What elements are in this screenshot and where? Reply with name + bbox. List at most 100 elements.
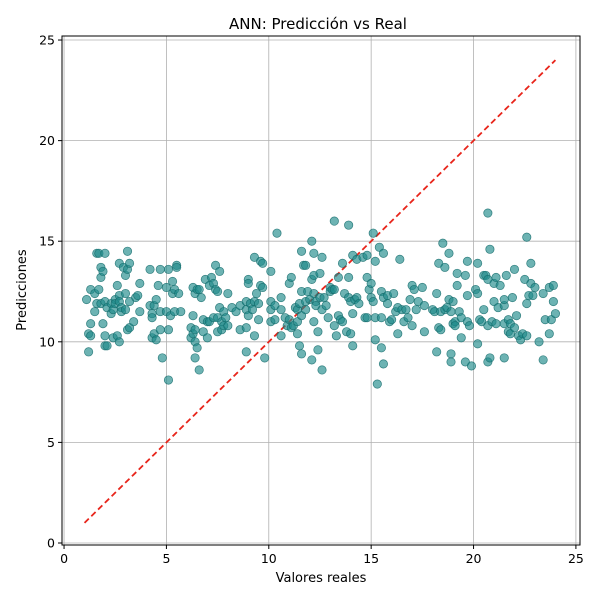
data-point <box>272 228 282 238</box>
data-point <box>344 220 354 230</box>
data-point <box>538 288 548 299</box>
data-point <box>452 268 462 278</box>
data-point <box>337 317 348 327</box>
data-point <box>294 341 305 351</box>
data-point <box>301 260 311 270</box>
data-point <box>192 343 202 353</box>
data-point <box>98 319 108 329</box>
x-tick-label: 5 <box>162 551 170 566</box>
data-point <box>157 353 167 363</box>
data-point <box>286 272 296 282</box>
data-point <box>387 315 397 325</box>
data-point <box>548 297 558 307</box>
data-point <box>254 315 264 325</box>
data-point <box>491 319 501 329</box>
data-point <box>317 252 327 262</box>
data-point <box>538 355 548 365</box>
data-point <box>241 323 251 333</box>
data-point <box>168 276 178 286</box>
data-point <box>409 284 419 295</box>
data-point <box>98 266 108 276</box>
axes-frame <box>61 35 581 546</box>
data-point <box>462 290 472 301</box>
data-point <box>135 278 145 289</box>
data-point <box>258 258 268 268</box>
data-point <box>450 321 460 331</box>
data-point <box>370 256 380 266</box>
data-point <box>313 327 323 337</box>
data-point <box>100 331 110 341</box>
data-point <box>301 305 311 315</box>
data-point <box>190 353 200 363</box>
data-point <box>145 264 155 274</box>
data-point <box>163 264 174 274</box>
data-point <box>534 337 544 347</box>
data-point <box>528 290 538 301</box>
y-tick-label: 15 <box>39 234 55 249</box>
data-point <box>307 355 317 365</box>
data-point <box>276 331 286 341</box>
data-point <box>337 258 348 268</box>
data-point <box>153 280 163 291</box>
data-point <box>194 365 204 375</box>
x-tick-label: 15 <box>363 551 379 566</box>
data-point <box>125 258 135 268</box>
data-point <box>473 258 483 268</box>
data-point <box>438 238 448 248</box>
data-point <box>479 305 489 315</box>
data-point <box>544 329 554 339</box>
data-point <box>90 307 100 317</box>
data-point <box>176 307 186 317</box>
data-point <box>313 345 323 355</box>
data-point <box>378 248 388 258</box>
data-point <box>499 353 509 363</box>
data-point <box>462 256 472 266</box>
data-point <box>526 258 536 268</box>
data-point <box>348 309 358 319</box>
data-point <box>522 299 532 309</box>
data-point <box>276 305 286 315</box>
data-point <box>473 288 483 299</box>
y-tick-label: 0 <box>47 535 55 550</box>
data-point <box>432 288 442 299</box>
data-point <box>122 246 133 256</box>
data-point <box>163 325 174 335</box>
data-point <box>509 264 520 274</box>
data-point <box>190 325 200 335</box>
data-point <box>436 325 446 335</box>
data-point <box>464 321 474 331</box>
data-point <box>266 266 276 276</box>
data-point <box>249 331 260 341</box>
data-points <box>82 208 560 389</box>
data-point <box>163 375 174 385</box>
data-point <box>393 329 403 339</box>
data-point <box>507 292 517 303</box>
data-point <box>382 299 393 309</box>
data-point <box>147 313 157 323</box>
data-point <box>348 341 358 351</box>
data-point <box>155 325 165 335</box>
data-point <box>368 228 378 238</box>
data-point <box>401 305 411 315</box>
data-point <box>446 349 456 359</box>
y-tick-label: 20 <box>39 133 55 148</box>
data-point <box>483 208 493 218</box>
data-point <box>378 359 388 369</box>
reference-line <box>83 59 557 524</box>
data-point <box>270 315 280 325</box>
data-point <box>331 331 341 341</box>
data-point <box>511 311 522 321</box>
data-point <box>188 311 198 321</box>
data-point <box>362 313 372 323</box>
data-point <box>522 331 532 341</box>
data-point <box>329 321 339 331</box>
data-point <box>172 262 182 272</box>
data-point <box>550 309 560 319</box>
data-point <box>223 288 233 299</box>
data-point <box>100 248 110 258</box>
y-axis-ticks: 0 5 10 15 20 25 <box>39 33 62 550</box>
data-point <box>446 307 456 317</box>
data-point <box>196 292 206 303</box>
data-point <box>403 313 413 323</box>
